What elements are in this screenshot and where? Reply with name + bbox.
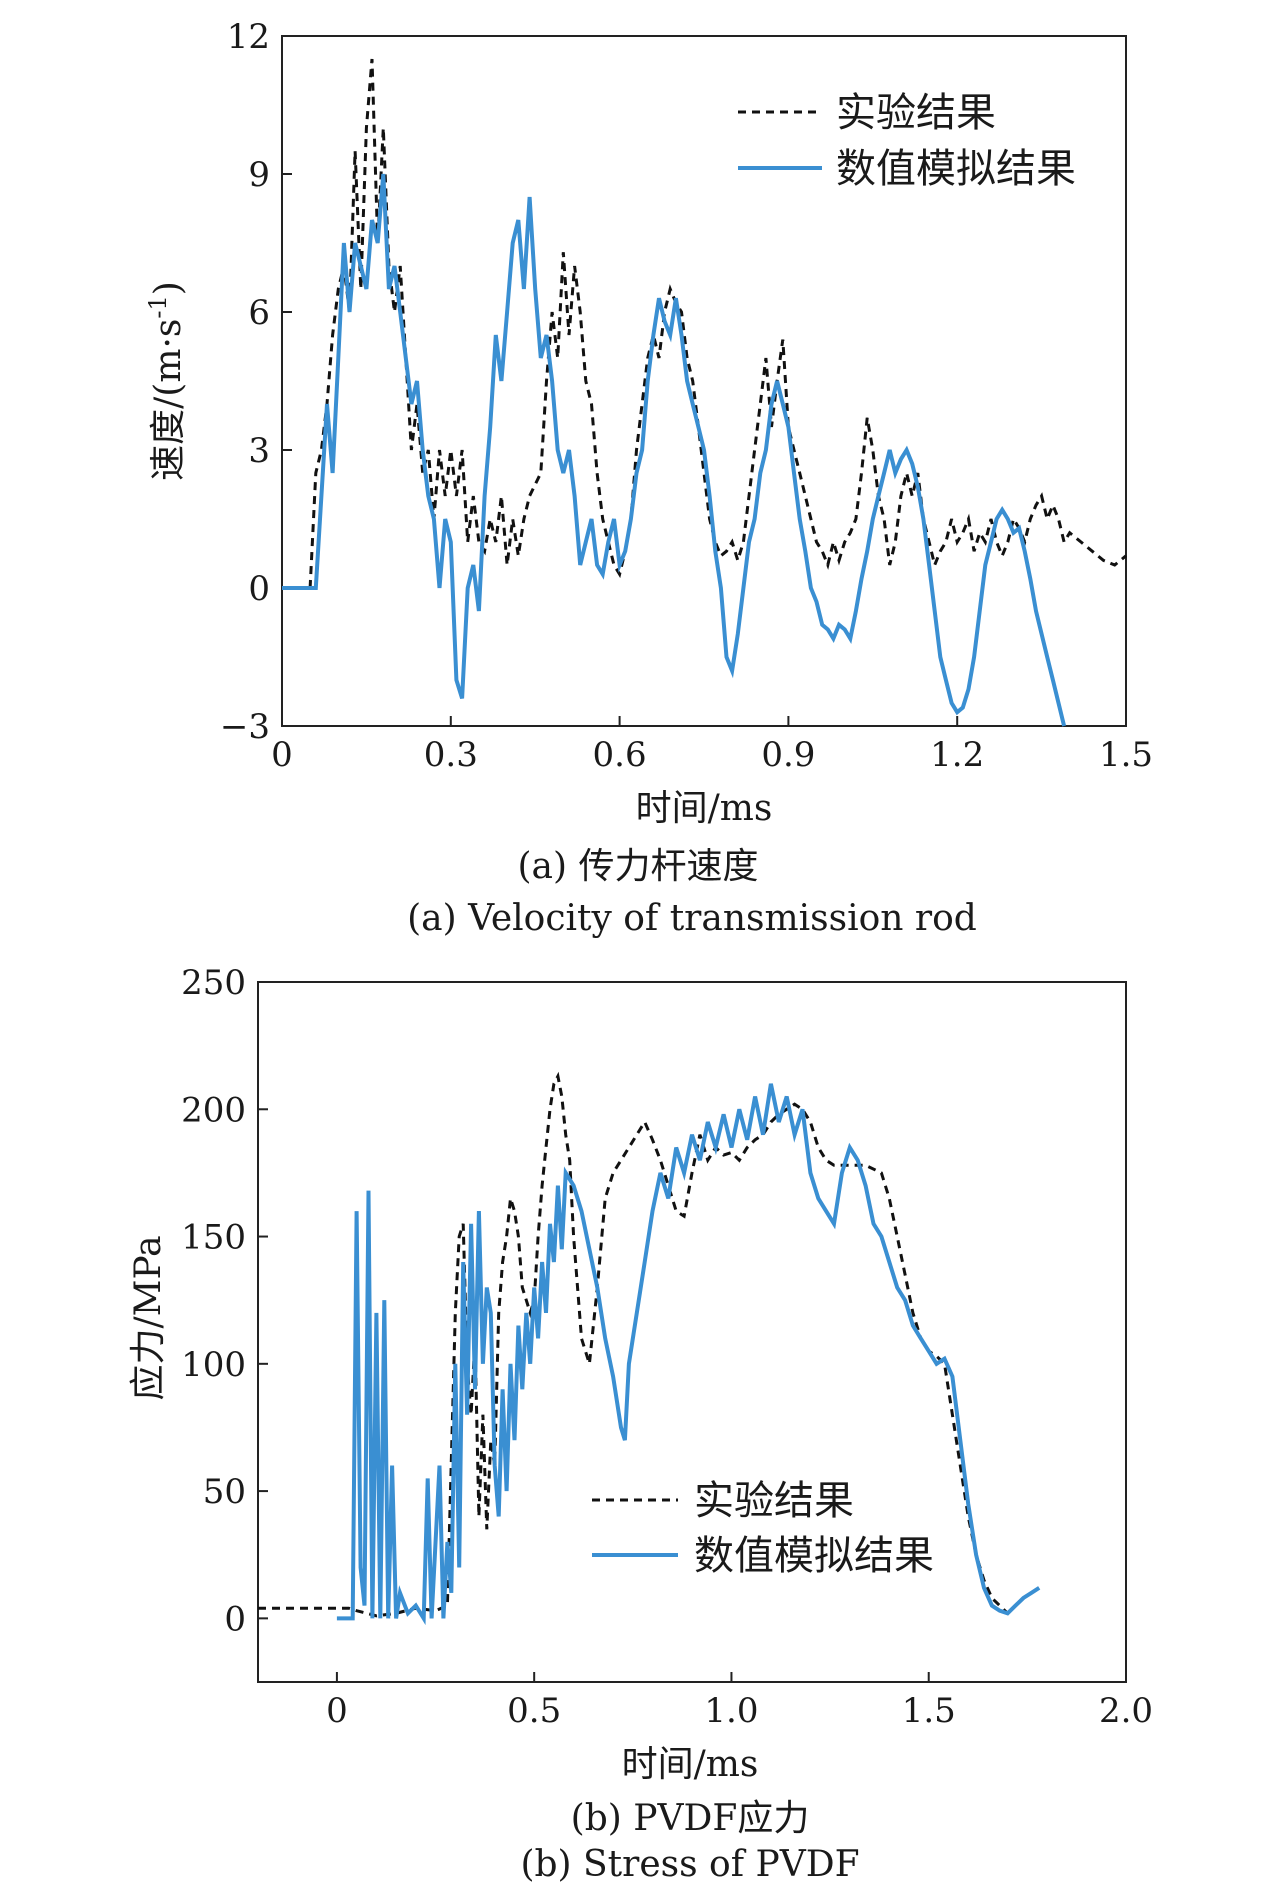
- chart-a-ylabel-sup: -1: [144, 295, 172, 318]
- chart-a-caption-cn: (a) 传力杆速度: [518, 846, 759, 887]
- chart-a-xtick-label: 1.2: [930, 735, 984, 775]
- chart-b-xtick-label: 0: [326, 1691, 348, 1731]
- chart-b-ytick-label: 50: [203, 1472, 246, 1512]
- chart-a-ytick-label: 9: [248, 155, 270, 195]
- chart-b-xtick-label: 1.5: [902, 1691, 956, 1731]
- chart-a-ytick-label: 3: [248, 431, 270, 471]
- chart-b-caption-cn: (b) PVDF应力: [571, 1798, 810, 1839]
- chart-b-ticks: 0 0.5 1.0 1.5 2.0 0 50 100 150 200 250: [181, 963, 1153, 1731]
- chart-b-ytick-label: 100: [181, 1345, 246, 1385]
- chart-b-lines: [258, 1071, 1041, 1626]
- chart-a-series-simulation-line: [282, 173, 1067, 727]
- chart-b-ytick-label: 0: [224, 1599, 246, 1639]
- chart-a-legend-sim-label: 数值模拟结果: [836, 146, 1076, 192]
- chart-a-xtick-label: 0: [271, 735, 293, 775]
- chart-b-caption-en: (b) Stress of PVDF: [520, 1844, 859, 1885]
- chart-b-ytick-label: 200: [181, 1090, 246, 1130]
- chart-b: 0 0.5 1.0 1.5 2.0 0 50 100 150 200 250 时间/ms 应力/MP…: [128, 963, 1153, 1885]
- chart-a-ylabel-text: 速度/(m·s: [148, 319, 189, 481]
- chart-a-xtick-label: 0.9: [761, 735, 815, 775]
- chart-a-ylabel-close: ): [148, 281, 189, 295]
- chart-b-legend: 实验结果 数值模拟结果: [592, 1478, 934, 1579]
- chart-a-xtick-label: 1.5: [1099, 735, 1153, 775]
- chart-a-ytick-label: 0: [248, 569, 270, 609]
- chart-b-series-experiment-line: [258, 1071, 1009, 1618]
- chart-b-series-simulation-line: [336, 1083, 1041, 1626]
- chart-a-frame: [281, 35, 1127, 727]
- chart-b-legend-exp-label: 实验结果: [694, 1478, 854, 1524]
- chart-b-xtick-label: 0.5: [507, 1691, 561, 1731]
- chart-b-ytick-label: 150: [181, 1218, 246, 1258]
- chart-a-xtick-label: 0.3: [424, 735, 478, 775]
- chart-a-ytick-label: −3: [220, 707, 270, 747]
- chart-a-ytick-label: 6: [248, 293, 270, 333]
- chart-a-lines: [282, 58, 1127, 727]
- chart-a-ytick-label: 12: [227, 17, 270, 57]
- chart-b-legend-sim-label: 数值模拟结果: [694, 1533, 934, 1579]
- chart-a-legend: 实验结果 数值模拟结果: [738, 90, 1076, 192]
- chart-b-xtick-label: 2.0: [1099, 1691, 1153, 1731]
- chart-b-ytick-label: 250: [181, 963, 246, 1003]
- chart-b-frame: [257, 981, 1127, 1683]
- chart-b-ylabel: 应力/MPa: [128, 1235, 169, 1400]
- chart-a-xtick-label: 0.6: [593, 735, 647, 775]
- chart-a-xlabel: 时间/ms: [636, 788, 773, 829]
- chart-a-ylabel: 速度/(m·s-1): [144, 281, 189, 481]
- chart-a-caption-en: (a) Velocity of transmission rod: [407, 898, 977, 939]
- chart-b-xlabel: 时间/ms: [622, 1744, 759, 1785]
- chart-a-legend-exp-label: 实验结果: [836, 90, 996, 136]
- chart-a-series-experiment-line: [308, 58, 1127, 589]
- chart-b-xtick-label: 1.0: [704, 1691, 758, 1731]
